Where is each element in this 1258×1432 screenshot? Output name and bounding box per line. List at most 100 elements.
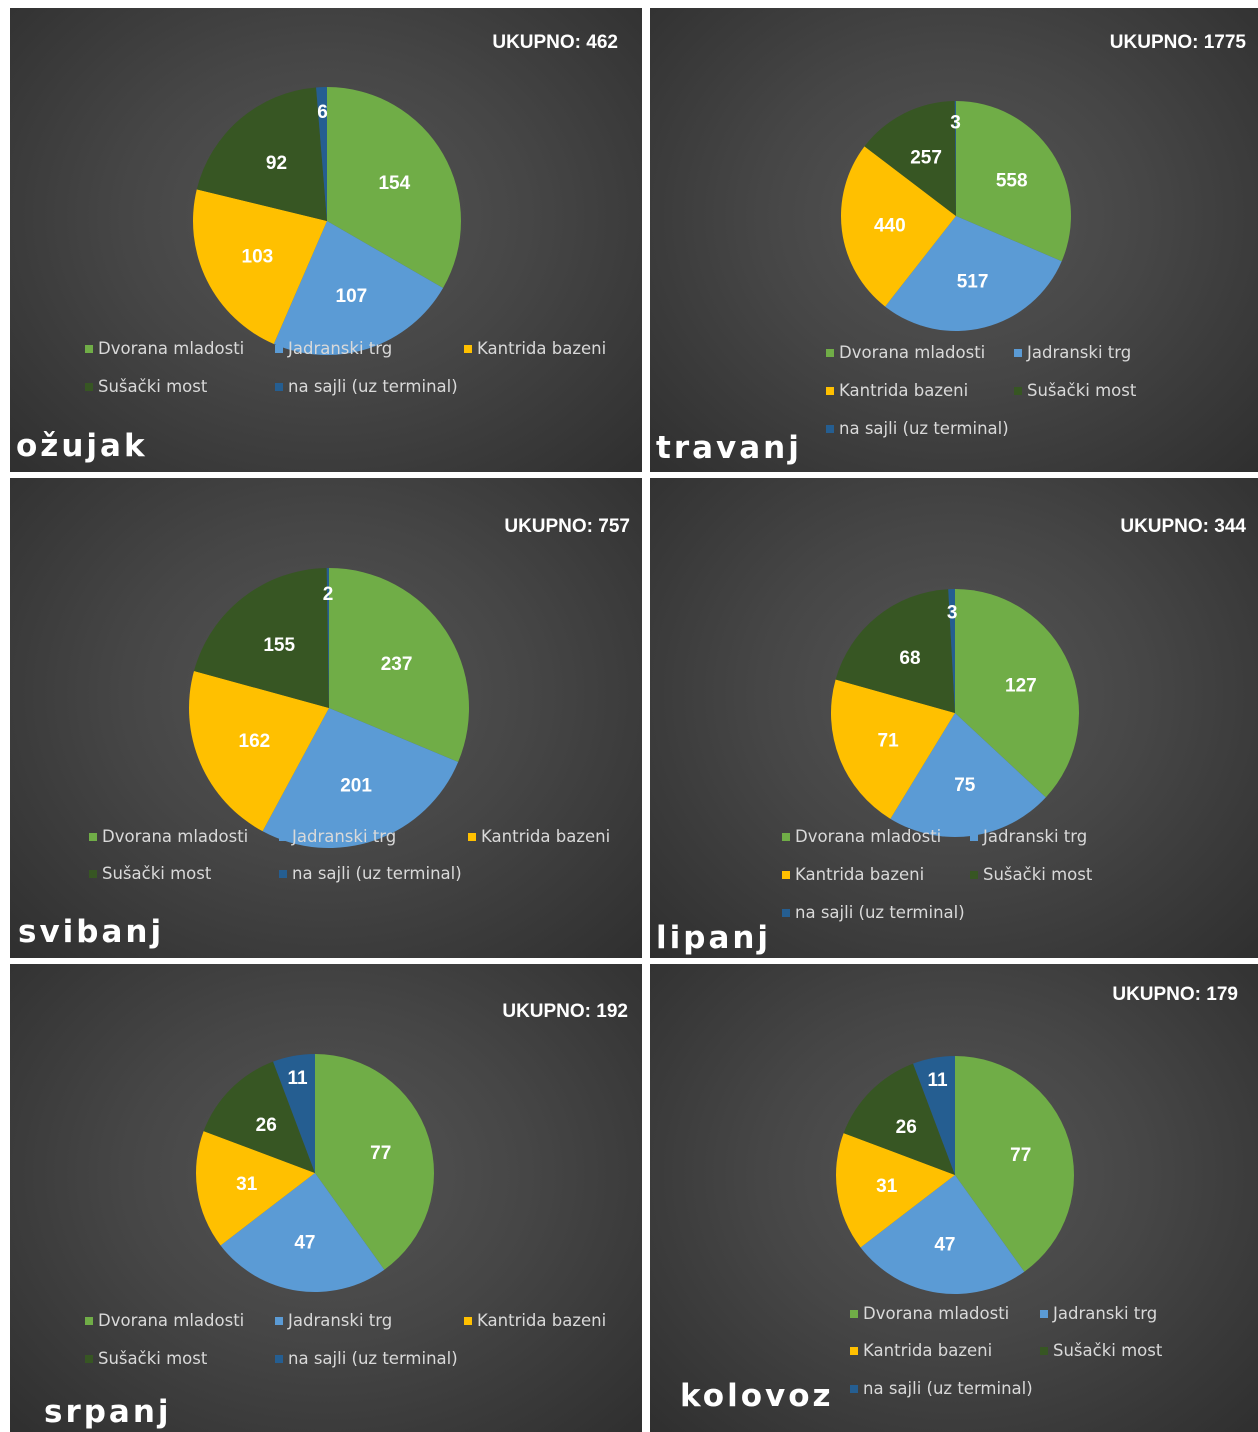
- legend-item-jadranski-trg: Jadranski trg: [275, 339, 392, 358]
- legend-item-na-sajli: na sajli (uz terminal): [826, 419, 1009, 438]
- month-label: ožujak: [16, 428, 148, 464]
- legend-label: Jadranski trg: [983, 827, 1088, 846]
- data-label: 6: [317, 102, 328, 123]
- pie-slice-susacki-most: [193, 568, 329, 708]
- legend-item-susacki-most: Sušački most: [970, 865, 1092, 884]
- pie-slice-dvorana-mladosti: [327, 87, 462, 288]
- legend-item-kantrida-bazeni: Kantrida bazeni: [464, 339, 606, 358]
- data-label: 47: [294, 1232, 315, 1253]
- legend-item-susacki-most: Sušački most: [1040, 1341, 1162, 1360]
- legend-label: na sajli (uz terminal): [292, 864, 462, 883]
- pie-slice-jadranski-trg: [885, 216, 1062, 332]
- legend-label: Jadranski trg: [1053, 1304, 1158, 1323]
- data-label: 26: [256, 1115, 277, 1136]
- legend-label: Dvorana mladosti: [102, 827, 249, 846]
- legend-label: Kantrida bazeni: [795, 865, 925, 884]
- legend-label: na sajli (uz terminal): [839, 419, 1009, 438]
- legend-swatch: [89, 870, 97, 878]
- legend-item-dvorana-mladosti: Dvorana mladosti: [89, 827, 248, 846]
- legend-label: Jadranski trg: [292, 827, 397, 846]
- legend-label: Dvorana mladosti: [98, 339, 245, 358]
- legend-label: Dvorana mladosti: [98, 1311, 245, 1330]
- legend-swatch: [85, 1317, 93, 1325]
- data-label: 155: [263, 635, 295, 656]
- legend-label: Jadranski trg: [288, 1311, 393, 1330]
- month-label: travanj: [656, 430, 802, 466]
- legend-label: Dvorana mladosti: [795, 827, 942, 846]
- legend-label: Sušački most: [98, 377, 208, 396]
- legend-item-na-sajli: na sajli (uz terminal): [279, 864, 462, 883]
- legend-label: na sajli (uz terminal): [863, 1379, 1033, 1398]
- legend-label: Dvorana mladosti: [839, 343, 986, 362]
- legend-swatch: [275, 345, 283, 353]
- data-label: 257: [910, 147, 942, 168]
- pie-slice-na-sajli-uz-terminal: [948, 589, 955, 713]
- pie-slice-jadranski-trg: [273, 221, 444, 356]
- pie-slice-dvorana-mladosti: [956, 101, 1071, 262]
- data-label: 127: [1005, 675, 1037, 696]
- pie-chart: 127 75 71 68 3: [830, 589, 1080, 838]
- pie-slice-jadranski-trg: [262, 708, 459, 848]
- legend-item-kantrida-bazeni: Kantrida bazeni: [464, 1311, 606, 1330]
- legend-item-dvorana-mladosti: Dvorana mladosti: [85, 339, 244, 358]
- legend-label: Sušački most: [1053, 1341, 1163, 1360]
- legend-item-susacki-most: Sušački most: [85, 1349, 207, 1368]
- data-label: 3: [950, 113, 961, 134]
- legend-item-susacki-most: Sušački most: [1014, 381, 1136, 400]
- pie-slice-na-sajli-uz-terminal: [316, 87, 327, 221]
- legend-label: Sušački most: [102, 864, 212, 883]
- pie-slice-susacki-most: [864, 101, 956, 216]
- legend-item-kantrida-bazeni: Kantrida bazeni: [782, 865, 924, 884]
- total-label: UKUPNO: 179: [1112, 984, 1238, 1005]
- legend-item-na-sajli: na sajli (uz terminal): [275, 1349, 458, 1368]
- legend-swatch: [826, 387, 834, 395]
- month-label: srpanj: [44, 1394, 172, 1430]
- legend-label: na sajli (uz terminal): [795, 903, 965, 922]
- total-label: UKUPNO: 1775: [1109, 32, 1246, 53]
- legend-label: na sajli (uz terminal): [288, 1349, 458, 1368]
- legend-swatch: [970, 833, 978, 841]
- legend-label: na sajli (uz terminal): [288, 377, 458, 396]
- legend-label: Kantrida bazeni: [839, 381, 969, 400]
- legend-swatch: [850, 1385, 858, 1393]
- legend-label: Kantrida bazeni: [863, 1341, 993, 1360]
- pie-slice-dvorana-mladosti: [315, 1054, 434, 1270]
- legend-label: Kantrida bazeni: [477, 1311, 607, 1330]
- legend-swatch: [826, 349, 834, 357]
- legend-swatch: [468, 833, 476, 841]
- legend-label: Sušački most: [983, 865, 1093, 884]
- data-label: 71: [878, 730, 900, 751]
- pie-slice-kantrida-bazeni: [193, 189, 327, 344]
- legend-swatch: [85, 1355, 93, 1363]
- legend-swatch: [970, 871, 978, 879]
- data-label: 2: [323, 584, 334, 605]
- data-label: 154: [378, 173, 410, 194]
- data-label: 201: [340, 776, 372, 797]
- legend-swatch: [275, 383, 283, 391]
- legend-swatch: [782, 909, 790, 917]
- data-label: 26: [896, 1117, 917, 1138]
- legend-item-jadranski-trg: Jadranski trg: [275, 1311, 392, 1330]
- legend-swatch: [464, 1317, 472, 1325]
- chart-panel-srpanj: 77 47 31 26 11 UKUPNO: 192 srpanj Dvorana ml…: [10, 964, 642, 1432]
- legend-swatch: [826, 425, 834, 433]
- legend-swatch: [89, 833, 97, 841]
- pie-chart: 154 107 103 92 6: [193, 87, 462, 356]
- chart-panel-svibanj: 237 201 162 155 2 UKUPNO: 757 svibanj Dvoran…: [10, 478, 642, 958]
- pie-slice-kantrida-bazeni: [189, 670, 329, 832]
- data-label: 11: [927, 1070, 948, 1091]
- pie-slice-kantrida-bazeni: [840, 146, 956, 307]
- pie-slice-kantrida-bazeni: [196, 1131, 315, 1246]
- pie-slice-dvorana-mladosti: [955, 589, 1080, 798]
- legend-item-kantrida-bazeni: Kantrida bazeni: [468, 827, 610, 846]
- legend-swatch: [1040, 1347, 1048, 1355]
- legend-label: Dvorana mladosti: [863, 1304, 1010, 1323]
- data-label: 77: [1010, 1145, 1031, 1166]
- pie-chart: 558 517 440 257 3: [840, 101, 1071, 332]
- data-label: 103: [242, 247, 274, 268]
- data-label: 558: [996, 170, 1028, 191]
- legend-swatch: [782, 871, 790, 879]
- legend-item-susacki-most: Sušački most: [89, 864, 211, 883]
- month-label: kolovoz: [680, 1378, 834, 1414]
- data-label: 440: [874, 216, 906, 237]
